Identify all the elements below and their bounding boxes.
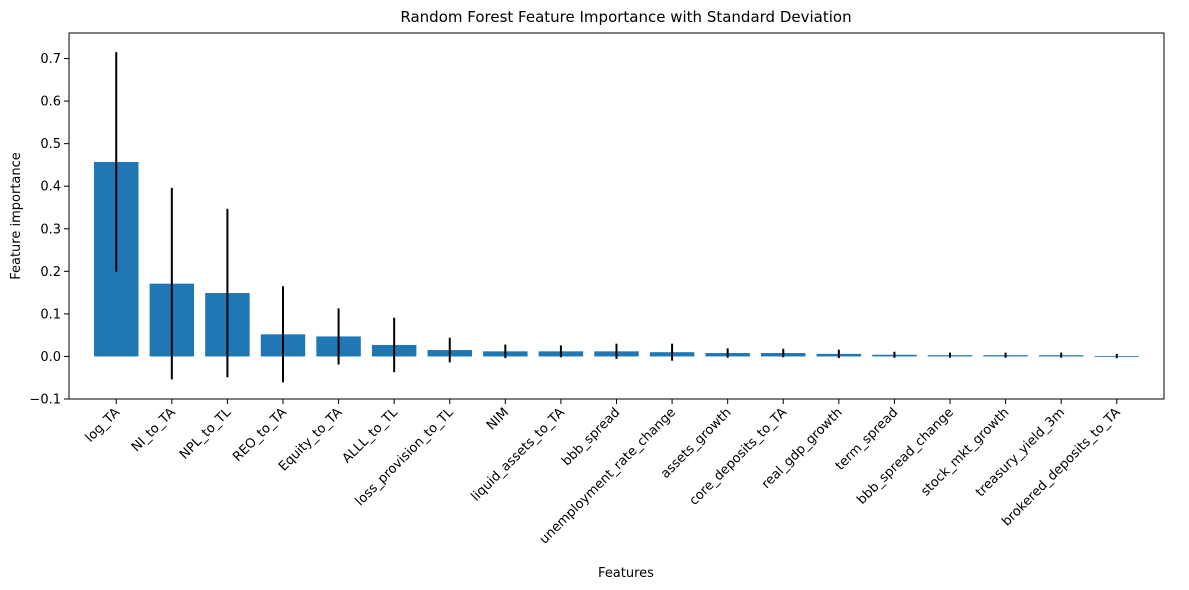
x-tick-label: ALLL_to_TL xyxy=(340,405,402,467)
x-axis-title: Features xyxy=(598,566,654,581)
y-axis-title: Feature importance xyxy=(9,152,24,280)
x-tick-label: NIM xyxy=(484,405,512,433)
plot-area: −0.1 0.0 0.1 0.2 0.3 0.4 0.5 0.6 0.7 log_TA NI_to_… xyxy=(29,52,1139,547)
y-tick-label: 0.4 xyxy=(40,180,61,195)
x-tick-label: bbb_spread_change xyxy=(854,405,956,507)
x-tick-label: core_deposits_to_TA xyxy=(687,405,790,508)
chart-title: Random Forest Feature Importance with St… xyxy=(400,8,851,26)
y-tick-label: 0.0 xyxy=(40,350,61,365)
x-tick-label: liquid_assets_to_TA xyxy=(469,405,568,504)
y-tick-label: 0.5 xyxy=(40,137,61,152)
x-tick-label: NPL_to_TL xyxy=(177,405,235,463)
y-tick-label: 0.6 xyxy=(40,95,61,110)
y-tick-label: −0.1 xyxy=(29,393,61,408)
y-tick-label: 0.2 xyxy=(40,265,61,280)
y-tick-label: 0.3 xyxy=(40,222,61,237)
x-tick-label: NI_to_TA xyxy=(129,405,179,455)
x-tick-label: loss_provision_to_TL xyxy=(353,405,457,509)
x-tick-label: brokered_deposits_to_TA xyxy=(999,405,1123,529)
x-tick-label: REO_to_TA xyxy=(230,405,290,465)
y-tick-label: 0.1 xyxy=(40,307,61,322)
x-tick-label: log_TA xyxy=(83,405,123,445)
y-tick-label: 0.7 xyxy=(40,52,61,67)
plot-frame xyxy=(68,32,1165,400)
